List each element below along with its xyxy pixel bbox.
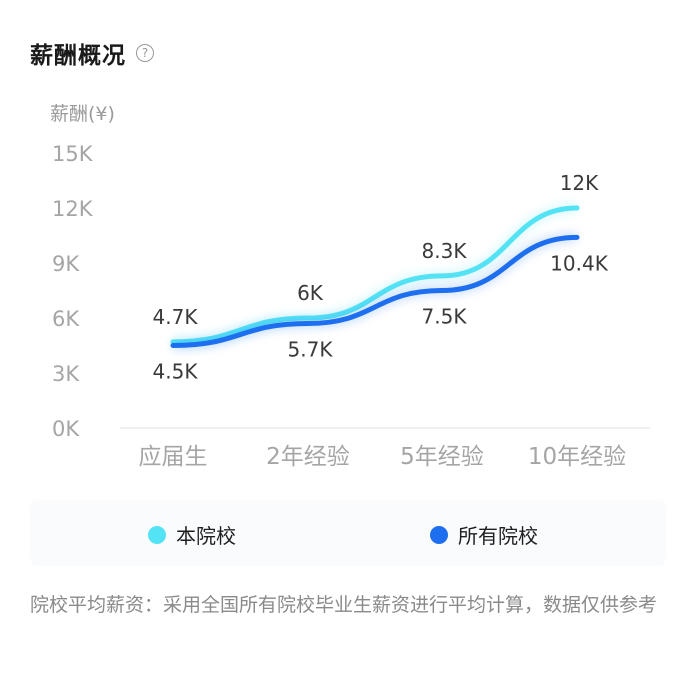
salary-line-chart: 薪酬(¥) 0K 3K 6K 9K 12K 15K 应届生 2年经验 5年经验 10年经验 4.7K 6…: [50, 103, 650, 470]
footnote: 院校平均薪资：采用全国所有院校毕业生薪资进行平均计算，数据仅供参考: [30, 594, 658, 616]
x-tick-label: 2年经验: [266, 444, 350, 470]
page-title: 薪酬概况: [30, 43, 126, 69]
data-label-this-school: 8.3K: [422, 239, 468, 263]
y-tick-label: 15K: [52, 142, 94, 166]
series-line-1: [170, 234, 580, 348]
legend-item-this-school[interactable]: 本院校: [148, 520, 236, 549]
data-label-all-schools: 5.7K: [288, 338, 334, 362]
y-tick-label: 12K: [52, 197, 94, 221]
data-label-this-school: 6K: [297, 281, 324, 305]
y-tick-label: 6K: [52, 307, 80, 331]
legend-item-all-schools[interactable]: 所有院校: [430, 520, 538, 549]
legend-label-this-school: 本院校: [176, 524, 236, 548]
y-axis-label: 薪酬(¥): [50, 103, 115, 125]
data-label-all-schools: 7.5K: [422, 305, 468, 329]
x-tick-label: 10年经验: [528, 444, 626, 470]
legend-dot-this-school: [148, 525, 166, 544]
series-glow: [172, 204, 578, 346]
y-tick-label: 0K: [52, 417, 80, 441]
data-label-this-school: 4.7K: [153, 305, 199, 329]
chart-legend: 本院校 所有院校: [30, 500, 666, 566]
legend-dot-all-schools: [430, 525, 448, 544]
x-tick-label: 应届生: [139, 444, 208, 470]
x-tick-label: 5年经验: [400, 444, 484, 470]
help-icon[interactable]: ?: [136, 44, 154, 62]
y-tick-label: 9K: [52, 252, 80, 276]
data-label-all-schools: 4.5K: [153, 360, 199, 384]
series-line-0: [170, 205, 580, 345]
legend-label-all-schools: 所有院校: [458, 524, 538, 548]
data-label-all-schools: 10.4K: [550, 251, 609, 275]
data-label-this-school: 12K: [560, 171, 599, 195]
y-tick-label: 3K: [52, 362, 80, 386]
chart-header: 薪酬概况 ?: [30, 36, 154, 70]
